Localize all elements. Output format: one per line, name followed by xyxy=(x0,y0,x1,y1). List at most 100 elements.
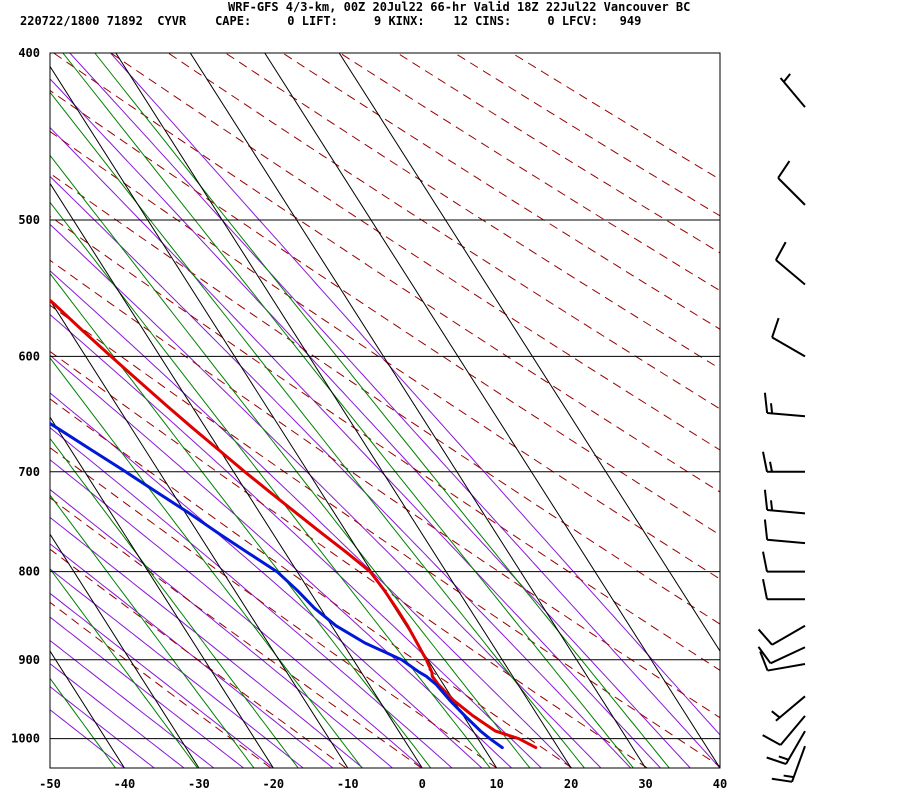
barb-staff xyxy=(770,646,806,665)
moist-adiabat xyxy=(50,639,215,768)
barb-flag-full xyxy=(762,451,768,472)
isotherm xyxy=(264,53,720,768)
y-tick-label: 500 xyxy=(18,213,40,227)
barb-staff xyxy=(791,745,806,783)
wind-barb xyxy=(779,73,806,108)
barb-staff xyxy=(779,715,806,746)
barb-flag-full xyxy=(757,646,772,664)
moist-adiabat xyxy=(50,78,691,768)
moist-adiabat xyxy=(50,568,304,768)
sounding-profiles xyxy=(50,298,538,750)
dry-adiabat xyxy=(110,53,720,451)
moist-adiabat xyxy=(50,223,602,768)
barb-flag-half xyxy=(783,774,794,779)
isotherm xyxy=(50,299,349,768)
barb-flag-full xyxy=(771,777,793,783)
isotherm xyxy=(50,182,423,768)
barb-staff xyxy=(767,538,806,545)
wind-barb xyxy=(762,551,805,573)
wind-barb xyxy=(775,241,806,286)
x-tick-label: 40 xyxy=(713,777,727,791)
y-tick-label: 600 xyxy=(18,349,40,363)
wind-barb xyxy=(762,715,806,746)
wind-barbs xyxy=(757,73,806,783)
wind-barb xyxy=(763,489,806,515)
dry-adiabat xyxy=(50,398,573,768)
barb-flag-half xyxy=(770,403,774,414)
y-tick-label: 1000 xyxy=(11,732,40,746)
wind-barb xyxy=(759,651,806,672)
wind-barb xyxy=(771,695,806,722)
moist-adiabats xyxy=(50,53,720,768)
wind-barb xyxy=(762,451,805,473)
dry-adiabat xyxy=(167,53,720,410)
barb-flag-half xyxy=(778,755,789,761)
moist-adiabat xyxy=(50,616,244,768)
isotherm xyxy=(189,53,646,768)
wind-barb xyxy=(757,624,806,646)
isotherm xyxy=(338,53,720,653)
barb-flag-half xyxy=(770,500,774,511)
moist-adiabat xyxy=(50,270,572,768)
dry-adiabat xyxy=(397,53,720,254)
moist-adiabat xyxy=(50,126,661,768)
dry-adiabat xyxy=(50,497,422,768)
moist-adiabat xyxy=(50,709,125,768)
x-tick-label: -10 xyxy=(337,777,359,791)
dry-adiabat xyxy=(50,172,720,625)
moist-adiabat xyxy=(50,488,393,768)
x-tick-label: 20 xyxy=(564,777,578,791)
barb-flag-full xyxy=(775,241,787,261)
dry-adiabats xyxy=(50,53,720,768)
barb-flag-half xyxy=(771,710,781,719)
chart-title: WRF-GFS 4/3-km, 00Z 20Jul22 66-hr Valid … xyxy=(228,0,691,14)
plot-frame xyxy=(49,52,721,769)
barb-staff xyxy=(767,411,806,418)
wind-barb xyxy=(771,317,806,358)
dry-adiabat xyxy=(50,304,720,767)
dry-adiabat xyxy=(339,53,720,292)
barb-staff xyxy=(779,77,806,108)
x-tick-label: 30 xyxy=(638,777,652,791)
y-tick-label: 900 xyxy=(18,653,40,667)
mixing-ratio-line xyxy=(50,272,432,768)
isotherm xyxy=(50,65,498,768)
x-tick-label: -30 xyxy=(188,777,210,791)
moist-adiabat xyxy=(50,516,364,768)
barb-flag-full xyxy=(777,160,791,179)
mixing-ratio-lines xyxy=(50,53,670,768)
barb-staff xyxy=(767,509,806,515)
station-indices-line: 220722/1800 71892 CYVR CAPE: 0 LIFT: 9 K… xyxy=(20,14,642,28)
moist-adiabat xyxy=(50,354,512,768)
wind-barb xyxy=(777,160,806,206)
y-tick-label: 800 xyxy=(18,565,40,579)
dewpoint-line xyxy=(50,421,504,750)
mixing-ratio-line xyxy=(50,677,116,768)
barb-staff xyxy=(775,695,806,722)
barb-flag-full xyxy=(762,734,782,746)
y-tick-label: 700 xyxy=(18,465,40,479)
moist-adiabat xyxy=(110,53,720,736)
dry-adiabat xyxy=(50,548,347,768)
moist-adiabat xyxy=(50,175,632,768)
dry-adiabat xyxy=(50,215,720,671)
barb-flag-full xyxy=(762,579,768,600)
isotherm xyxy=(50,533,200,768)
barb-flag-half xyxy=(769,461,773,472)
mixing-ratio-line xyxy=(50,91,585,768)
barb-staff xyxy=(775,259,806,286)
moist-adiabat xyxy=(50,313,542,768)
wind-barb xyxy=(766,730,806,765)
moist-adiabat xyxy=(50,686,155,768)
mixing-ratio-line xyxy=(50,437,299,768)
chart-header: WRF-GFS 4/3-km, 00Z 20Jul22 66-hr Valid … xyxy=(0,0,900,30)
moist-adiabat xyxy=(50,592,274,768)
x-tick-labels: -50 -40 -30 -20 -10 0 10 20 30 40 xyxy=(39,777,727,791)
moist-adiabat xyxy=(50,427,453,768)
mixing-ratio-line xyxy=(62,53,634,768)
wind-barb xyxy=(771,745,806,783)
x-tick-label: -50 xyxy=(39,777,61,791)
barb-flag-full xyxy=(763,489,769,511)
barb-staff xyxy=(767,662,806,672)
